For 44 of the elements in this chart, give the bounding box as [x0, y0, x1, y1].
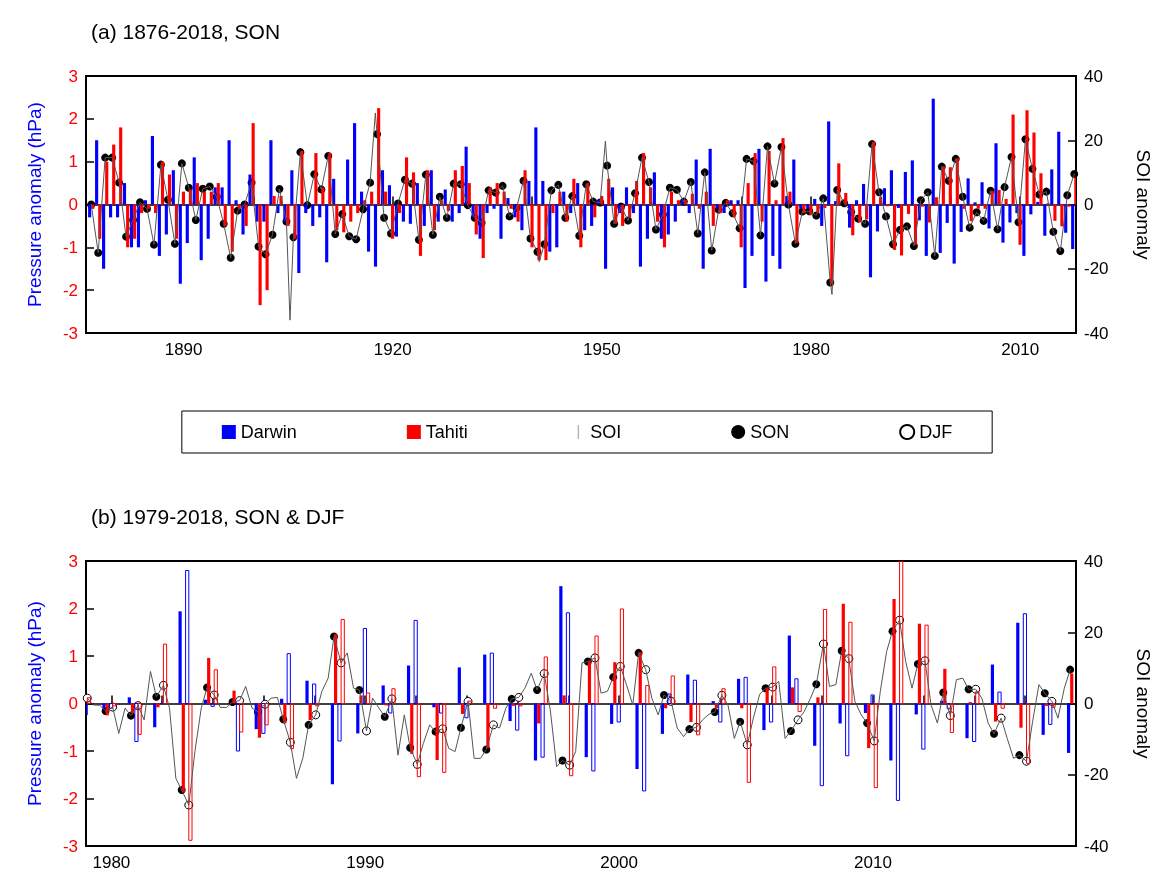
y-axis-title: Pressure anomaly (hPa): [24, 601, 45, 806]
y-axis-title: Pressure anomaly (hPa): [24, 102, 45, 307]
x-tick-label: 1890: [164, 340, 203, 359]
y-tick-label: 3: [68, 66, 78, 86]
y-tick-label: 1: [68, 152, 78, 172]
legend-label: DJF: [919, 422, 953, 442]
x-tick-label: 1980: [92, 853, 131, 872]
y-tick-label: -3: [62, 836, 78, 856]
x-tick-label: 1980: [792, 340, 830, 359]
y2-tick-label: -20: [1084, 259, 1109, 279]
y2-tick-label: -40: [1084, 836, 1109, 856]
x-tick-label: 2010: [854, 853, 892, 872]
y-tick-label: -1: [62, 237, 78, 257]
y-tick-label: 0: [68, 195, 78, 214]
y2-tick-label: 0: [1084, 694, 1094, 713]
y2-tick-label: 40: [1084, 551, 1103, 571]
y-tick-label: -3: [62, 323, 78, 343]
y-tick-label: 2: [68, 109, 78, 129]
y2-tick-label: 20: [1084, 130, 1103, 150]
y-tick-label: 2: [68, 599, 78, 618]
y2-tick-label: -20: [1084, 765, 1109, 785]
y2-tick-label: 40: [1084, 66, 1103, 86]
x-tick-label: 2000: [600, 853, 638, 872]
chart-title: (a) 1876-2018, SON: [91, 20, 281, 43]
legend-label: Tahiti: [425, 422, 468, 442]
y2-axis-title: SOI anomaly: [1133, 648, 1154, 759]
chart-title: (b) 1979-2018, SON & DJF: [91, 505, 345, 528]
x-tick-label: 1990: [346, 853, 385, 872]
y-tick-label: -1: [62, 741, 78, 761]
y2-tick-label: 20: [1084, 622, 1103, 642]
y2-tick-label: 0: [1084, 195, 1094, 214]
y-tick-label: -2: [62, 789, 78, 808]
x-tick-label: 1920: [373, 340, 412, 359]
x-tick-label: 2010: [1001, 340, 1040, 359]
legend-label: Darwin: [240, 422, 297, 442]
x-tick-label: 1950: [583, 340, 621, 359]
y2-tick-label: -40: [1084, 323, 1109, 343]
legend-label: SON: [750, 422, 790, 442]
legend-label: SOI: [590, 422, 622, 442]
y-tick-label: 3: [68, 551, 78, 571]
y2-axis-title: SOI anomaly: [1133, 149, 1154, 260]
y-tick-label: -2: [62, 280, 78, 300]
y-tick-label: 0: [68, 694, 78, 713]
y-tick-label: 1: [68, 646, 78, 666]
